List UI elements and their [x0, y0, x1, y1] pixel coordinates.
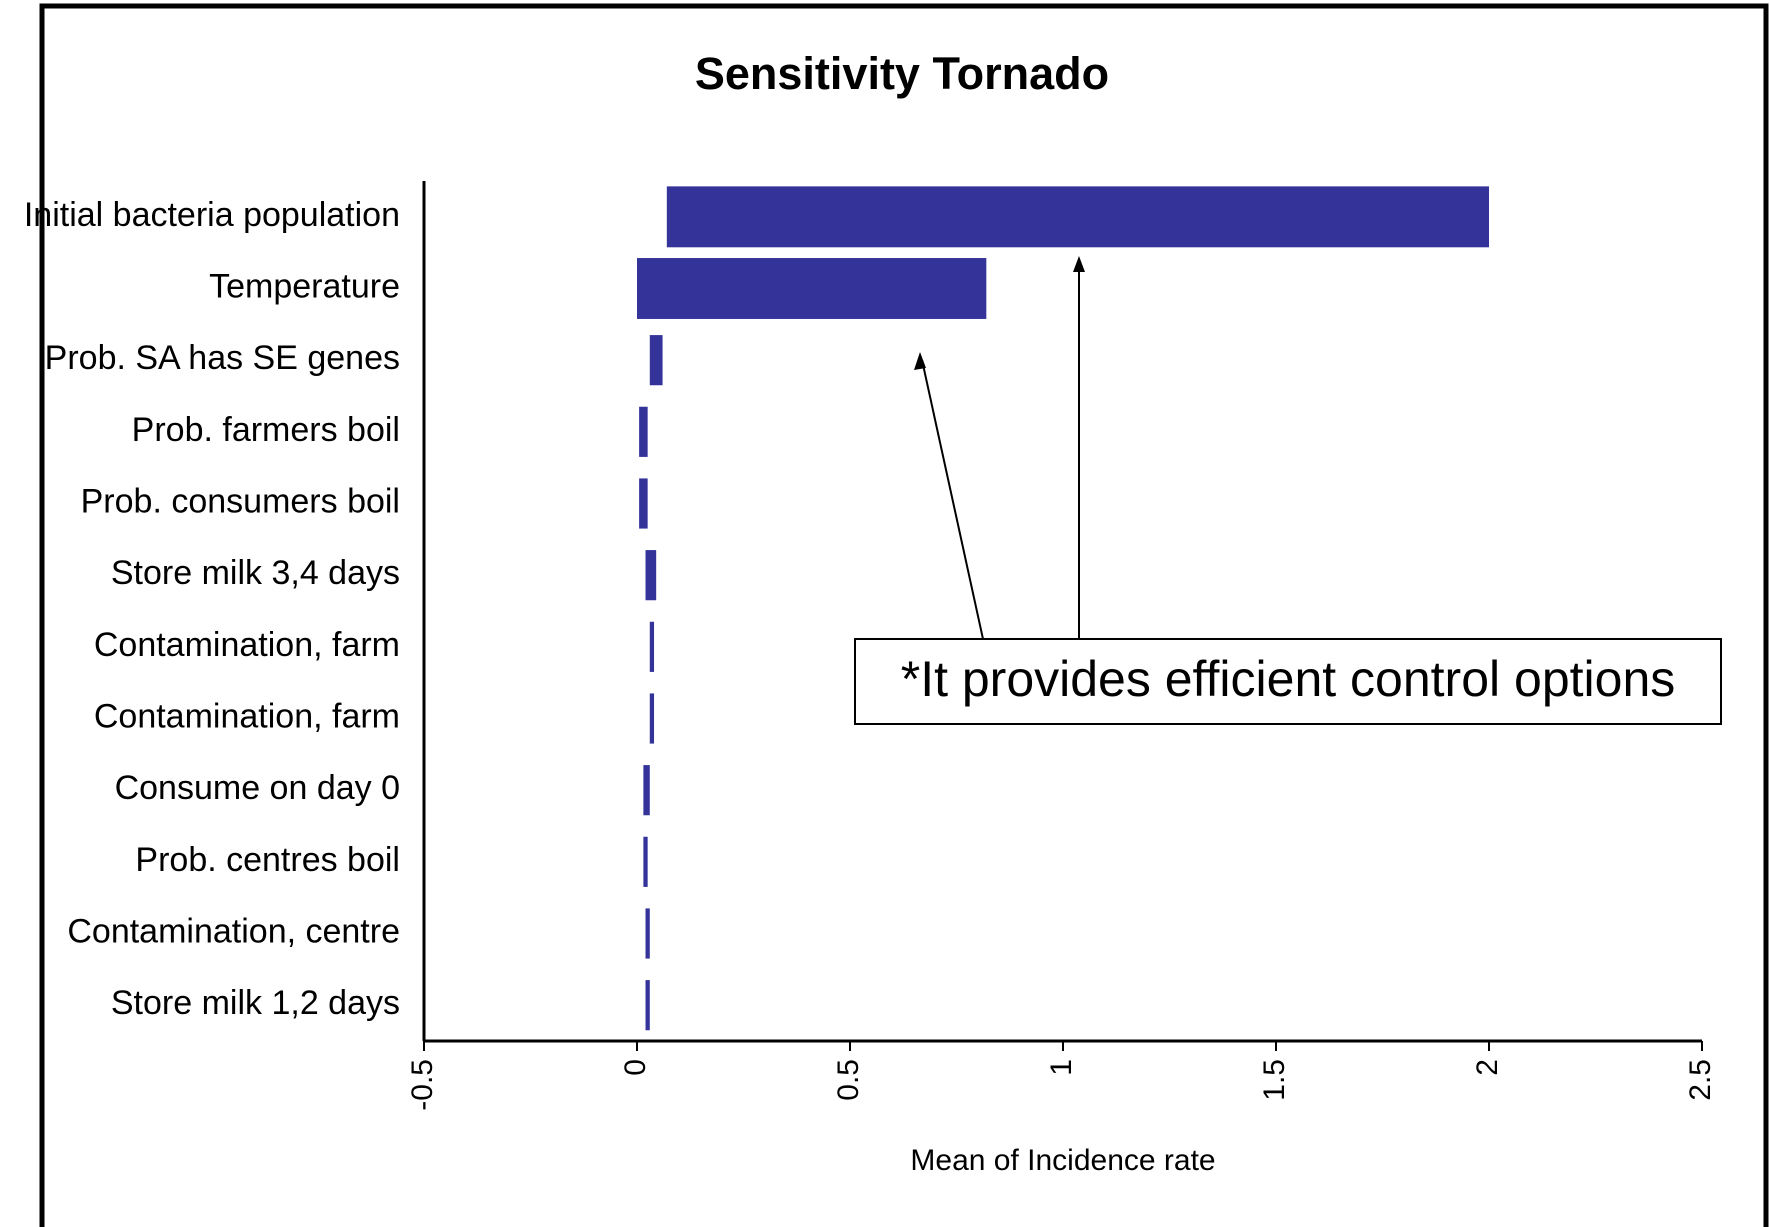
bar	[637, 258, 987, 319]
y-tick-label: Contamination, farm	[94, 626, 400, 664]
arrow-head	[914, 352, 926, 370]
bar	[643, 765, 650, 816]
y-tick-label: Contamination, centre	[67, 912, 400, 950]
x-tick-label: 1.5	[1258, 1059, 1291, 1101]
y-tick-label: Temperature	[209, 267, 400, 305]
x-tick-label: 0	[619, 1059, 652, 1076]
annotation-box	[854, 638, 1722, 725]
bar	[643, 836, 648, 887]
y-tick-label: Prob. centres boil	[135, 841, 400, 879]
bar	[649, 335, 663, 386]
x-tick-label: -0.5	[406, 1059, 439, 1111]
y-tick-label: Initial bacteria population	[24, 196, 400, 234]
x-tick-label: 0.5	[832, 1059, 865, 1101]
bar	[639, 478, 648, 529]
y-tick-label: Store milk 3,4 days	[111, 554, 400, 592]
y-tick-label: Prob. consumers boil	[81, 482, 400, 520]
y-tick-label: Contamination, farm	[94, 697, 400, 735]
y-tick-label: Store milk 1,2 days	[111, 984, 400, 1022]
x-axis-label: Mean of Incidence rate	[910, 1144, 1215, 1177]
bar	[649, 621, 655, 672]
y-tick-label: Consume on day 0	[115, 769, 400, 807]
bar	[645, 550, 657, 601]
x-tick-label: 2	[1471, 1059, 1504, 1076]
y-tick-label: Prob. farmers boil	[132, 411, 400, 449]
x-tick-label: 2.5	[1684, 1059, 1717, 1101]
arrow-line	[921, 359, 984, 640]
annotation: *It provides efficient control options	[901, 651, 1676, 707]
y-tick-label: Prob. SA has SE genes	[45, 339, 400, 377]
bar	[639, 406, 648, 457]
bar	[666, 186, 1489, 248]
bar	[645, 908, 650, 959]
x-tick-label: 1	[1045, 1059, 1078, 1076]
chart-title: Sensitivity Tornado	[695, 48, 1109, 99]
bar	[645, 980, 650, 1031]
slide-frame	[39, 3, 1769, 1227]
arrow-head	[1073, 256, 1085, 272]
bar	[649, 693, 655, 744]
